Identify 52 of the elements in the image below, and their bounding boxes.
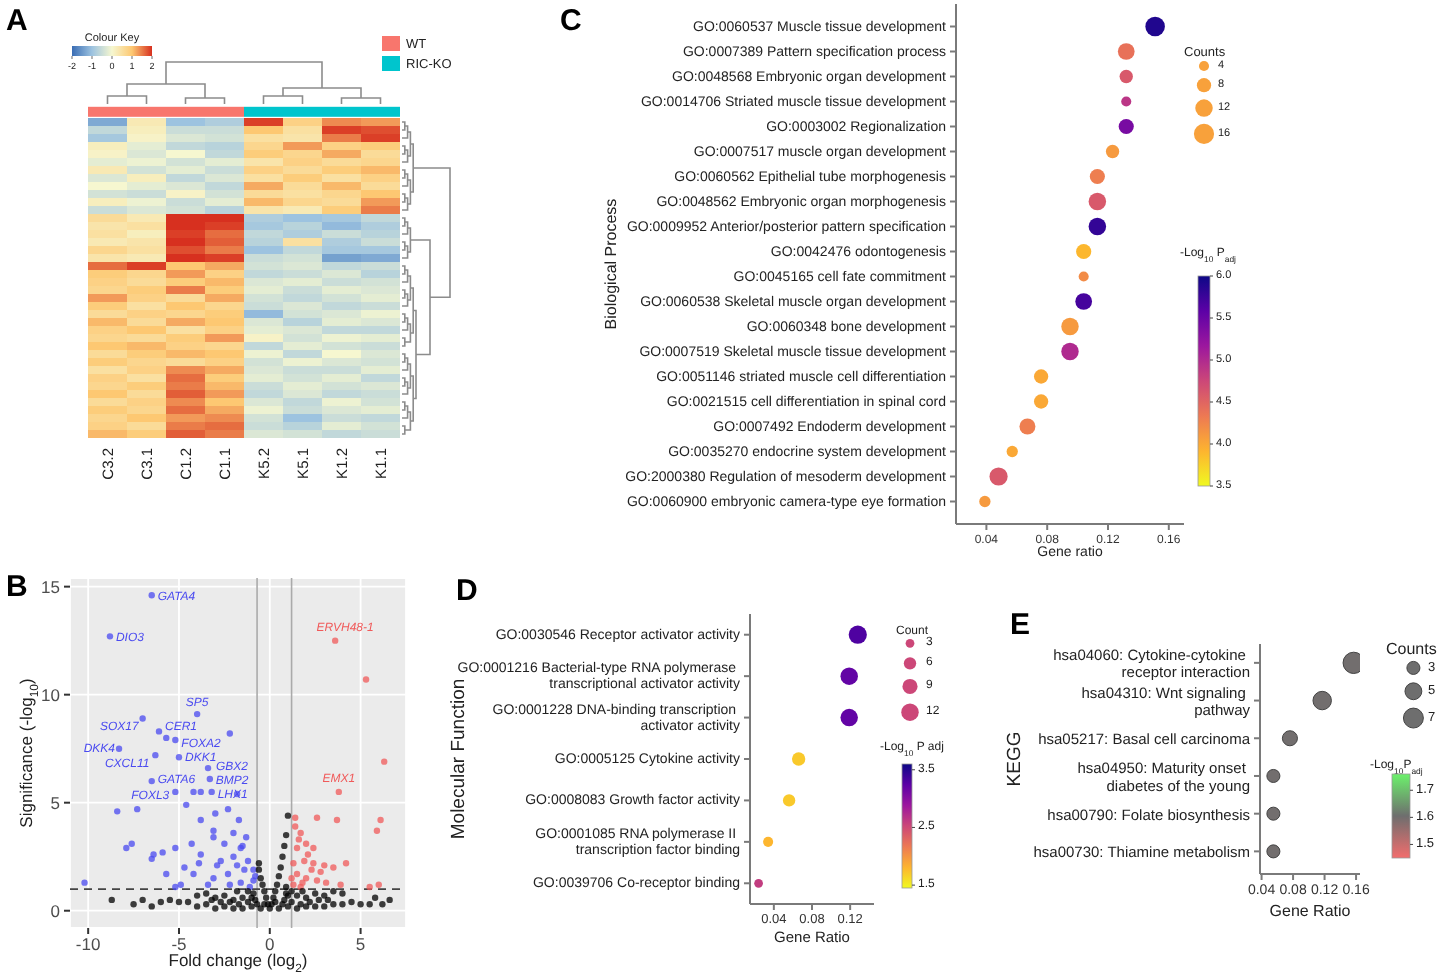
point [322,879,330,886]
point [292,814,299,822]
chart-title: E [1010,608,1031,642]
point [330,864,337,871]
chart-title: A [6,4,28,38]
y-axis-title: Molecular Function [448,678,470,840]
point [362,676,370,683]
point [304,851,312,858]
chart-title: B [6,570,28,604]
point [335,788,342,796]
point [297,829,304,837]
point [313,814,321,822]
x-tick-label: -5 [171,934,188,955]
point [373,827,381,834]
point [302,840,310,847]
point [308,866,315,873]
legend-title: Counts [1386,640,1437,658]
y-tick-label: 10 [41,684,61,705]
point [295,836,303,843]
point [293,844,301,852]
point [293,870,301,878]
point [381,758,388,765]
y-tick-label: 15 [41,576,61,597]
point [317,868,324,876]
point [288,875,295,882]
text: D [456,574,478,608]
y-axis-title: KEGG [1004,731,1026,787]
point [299,879,306,886]
x-tick-label: 0 [265,934,276,955]
point [290,881,297,888]
y-tick-label: 5 [50,792,61,813]
point [331,637,339,644]
x-tick-label: -10 [75,934,101,955]
text: C [560,4,582,38]
point [333,816,341,824]
point [366,883,373,891]
point [301,857,308,865]
point [302,875,310,882]
point [337,881,344,888]
point [292,823,299,830]
point [377,816,384,824]
point [310,859,317,867]
point [310,844,317,852]
y-axis-title: Biological Process [602,198,620,330]
point [321,862,328,869]
x-axis-title: Gene Ratio [1269,902,1352,920]
x-axis-title: Fold change (log$_{2}$) [168,950,308,976]
point [375,881,382,888]
x-tick-label: 5 [355,934,366,955]
point [342,859,350,867]
point [290,859,297,867]
point [313,877,321,884]
